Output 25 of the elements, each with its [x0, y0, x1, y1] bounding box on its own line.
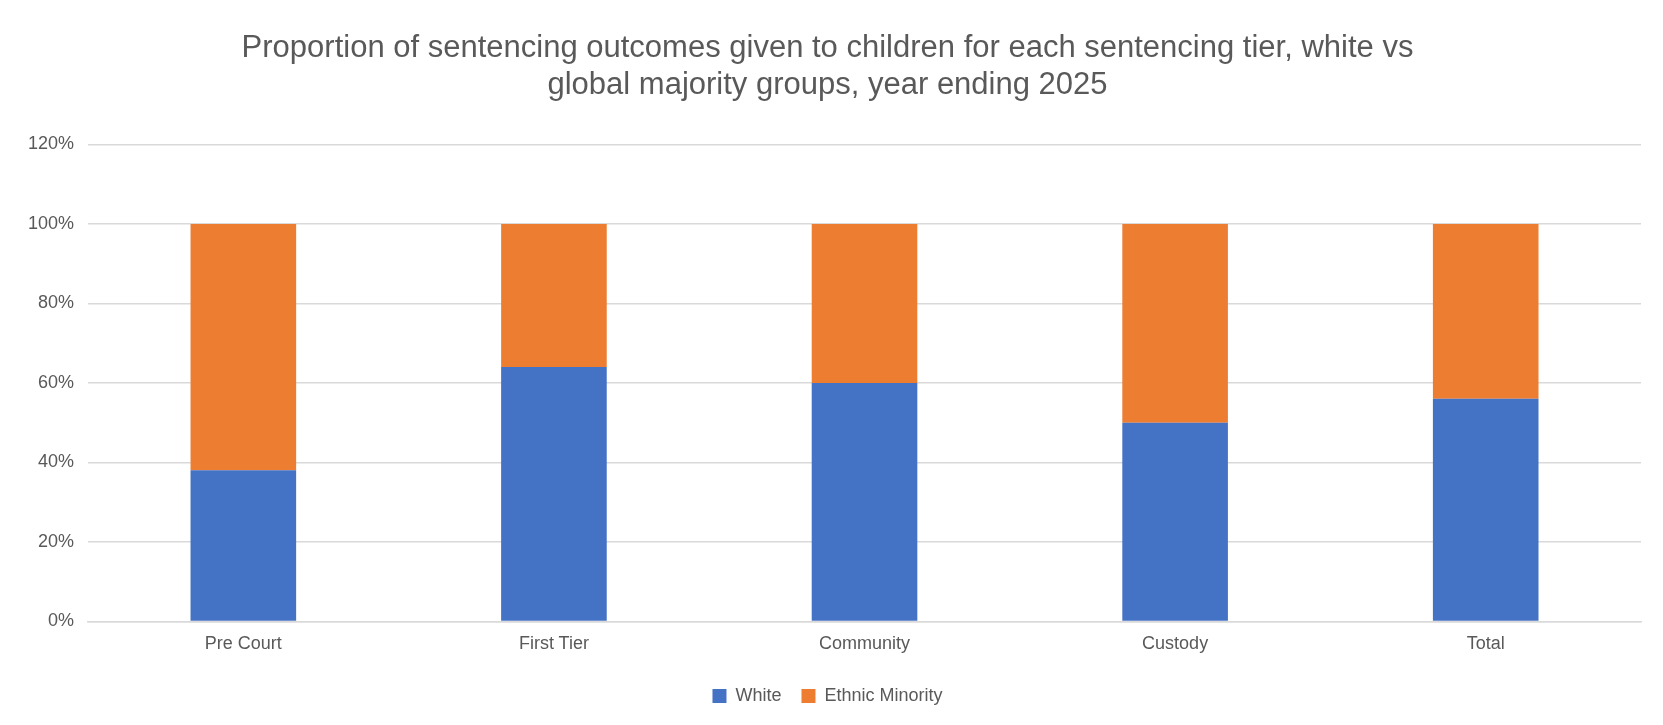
x-tick-label: Community	[819, 633, 911, 654]
legend-label: White	[735, 684, 782, 705]
y-tick-label: 0%	[48, 610, 75, 631]
bar	[501, 223, 607, 367]
bar	[1122, 223, 1228, 423]
y-tick-label: 80%	[38, 292, 75, 313]
x-tick-label: Pre Court	[204, 633, 282, 654]
x-tick-label: Total	[1466, 633, 1505, 654]
y-tick-label: 120%	[27, 133, 75, 154]
y-tick-label: 20%	[38, 530, 75, 551]
bar	[811, 382, 918, 621]
bar	[190, 223, 297, 471]
bar	[811, 223, 918, 383]
bar	[1122, 422, 1228, 621]
bar	[1432, 398, 1539, 621]
bar	[190, 470, 297, 621]
legend-label: Ethnic Minority	[824, 684, 943, 705]
bar	[1432, 223, 1539, 399]
chart-title: Proportion of sentencing outcomes given to children for each sentencing tier, white vs global majority groups, year ending 2025	[241, 29, 1414, 102]
y-tick-label: 60%	[38, 371, 75, 392]
bar	[501, 367, 607, 621]
x-tick-label: First Tier	[518, 633, 589, 654]
y-tick-label: 40%	[38, 451, 75, 472]
y-tick-label: 100%	[27, 212, 75, 233]
x-tick-label: Custody	[1142, 633, 1209, 654]
